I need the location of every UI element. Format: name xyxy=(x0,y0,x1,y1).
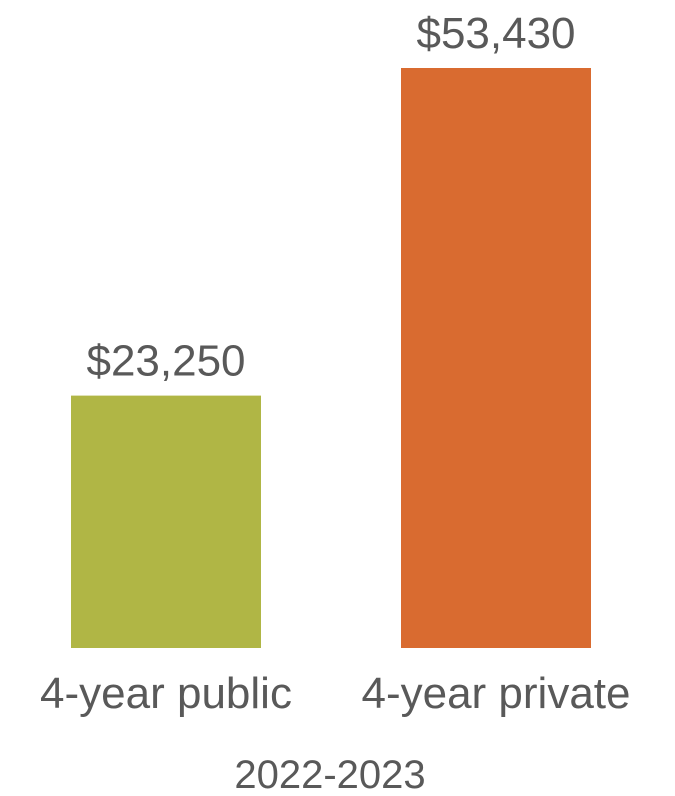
data-label-1: $23,250 xyxy=(86,337,245,386)
bar-1 xyxy=(71,395,261,648)
bars-group xyxy=(71,68,591,648)
data-labels-group: $23,250 $53,430 xyxy=(86,9,575,386)
x-axis-title: 2022-2023 xyxy=(234,753,425,796)
category-label-2: 4-year private xyxy=(361,669,630,718)
data-label-2: $53,430 xyxy=(416,9,575,58)
bar-2 xyxy=(401,68,591,648)
category-labels-group: 4-year public 4-year private xyxy=(40,669,630,718)
category-label-1: 4-year public xyxy=(40,669,292,718)
